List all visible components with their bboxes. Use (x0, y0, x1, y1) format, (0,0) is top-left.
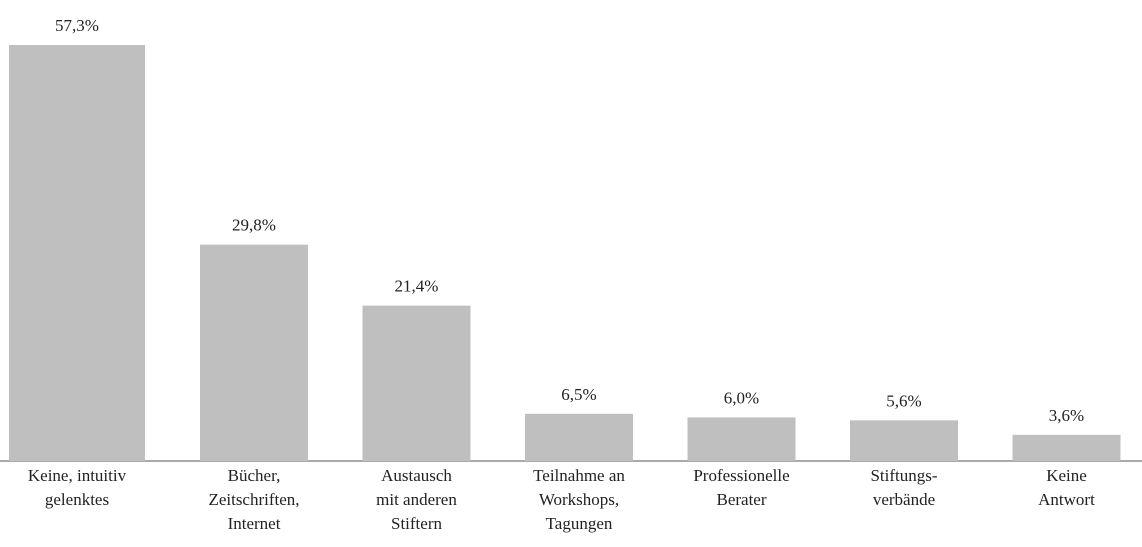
value-label: 21,4% (395, 277, 439, 296)
bar (525, 413, 633, 461)
bar (9, 45, 145, 461)
bar (362, 305, 471, 461)
value-label: 5,6% (886, 391, 921, 410)
x-tick-label: Teilnahme an Workshops, Tagungen (533, 466, 625, 533)
bar (200, 244, 308, 461)
value-label: 6,5% (561, 385, 596, 404)
x-tick-label: Stiftungs-verbände (870, 466, 937, 509)
x-tick-label: Bücher, Zeitschriften, Internet (208, 466, 299, 533)
bar (1012, 434, 1121, 461)
x-tick-label: Keine, intuitiv gelenktes (28, 466, 127, 509)
value-label: 6,0% (724, 388, 759, 407)
value-label: 57,3% (55, 16, 99, 35)
x-tick-label: Keine Antwort (1038, 466, 1095, 509)
x-tick-label: Austausch mit anderen Stiftern (376, 466, 457, 533)
value-label: 3,6% (1049, 406, 1084, 425)
x-tick-label: Professionelle Berater (693, 466, 789, 509)
value-label: 29,8% (232, 216, 276, 235)
bar (687, 417, 796, 461)
bar (850, 420, 958, 461)
